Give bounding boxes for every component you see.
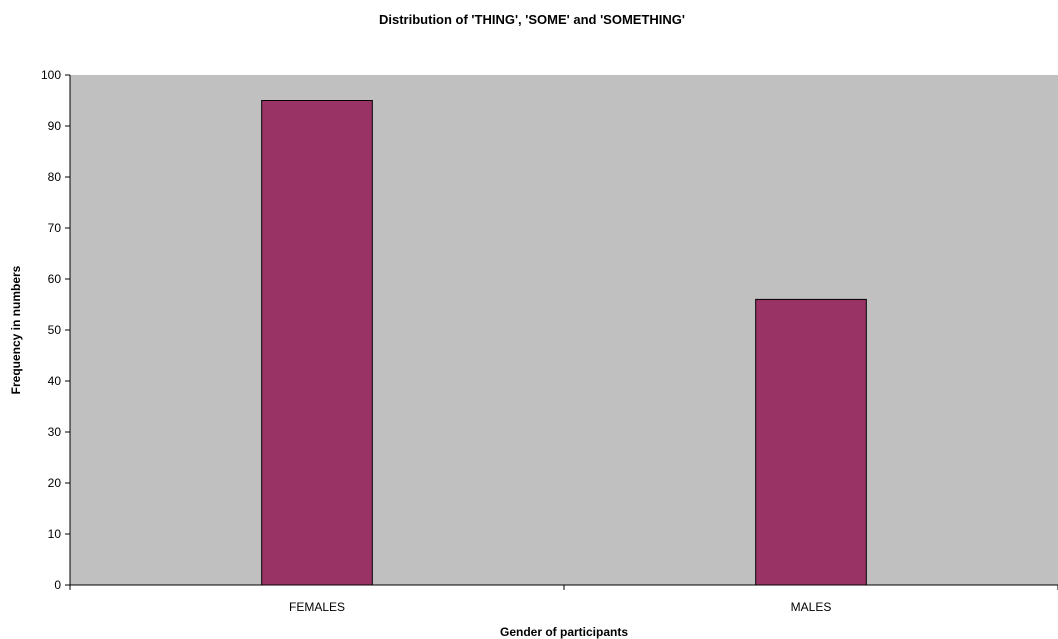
x-tick-label: MALES <box>791 600 832 614</box>
y-axis-title: Frequency in numbers <box>9 265 23 394</box>
y-tick-label: 60 <box>48 272 62 286</box>
plot-area <box>70 75 1058 585</box>
x-axis-ticks: FEMALES MALES <box>69 585 1058 614</box>
y-tick-label: 40 <box>48 374 62 388</box>
y-tick-label: 0 <box>54 578 61 592</box>
y-tick-label: 70 <box>48 221 62 235</box>
x-axis-title: Gender of participants <box>500 625 628 639</box>
y-axis-ticks: 0 10 20 30 40 50 60 70 80 90 100 <box>41 68 70 592</box>
bar-males <box>755 298 867 586</box>
y-tick-label: 50 <box>48 323 62 337</box>
y-tick-label: 20 <box>48 476 62 490</box>
chart-title: Distribution of 'THING', 'SOME' and 'SOM… <box>379 12 685 27</box>
y-tick-label: 100 <box>41 68 61 82</box>
y-tick-label: 10 <box>48 527 62 541</box>
y-tick-label: 90 <box>48 119 62 133</box>
bars-group <box>261 100 867 586</box>
bar-females <box>261 100 373 586</box>
x-tick-label: FEMALES <box>289 600 345 614</box>
y-tick-label: 80 <box>48 170 62 184</box>
y-tick-label: 30 <box>48 425 62 439</box>
